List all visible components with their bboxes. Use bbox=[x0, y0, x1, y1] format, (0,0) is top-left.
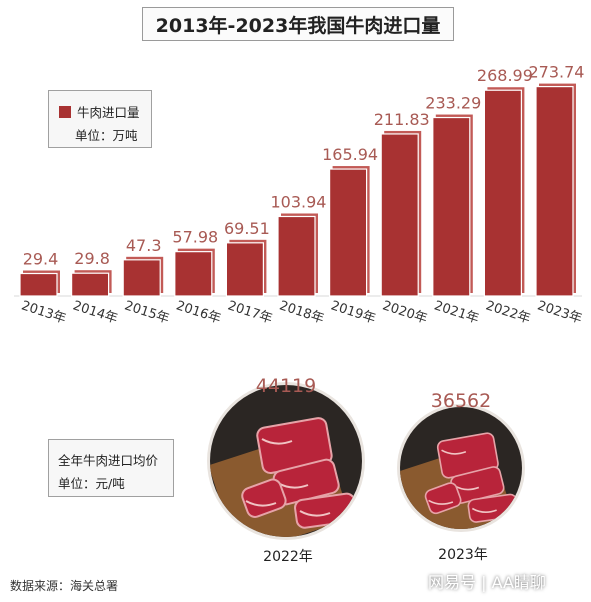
bar bbox=[329, 168, 368, 297]
bar bbox=[483, 89, 522, 297]
marbling bbox=[441, 449, 467, 455]
price-unit: 单位：元/吨 bbox=[58, 476, 125, 491]
price-photo bbox=[207, 382, 365, 540]
bar-value-label: 211.83 bbox=[374, 110, 430, 129]
marbling bbox=[471, 507, 497, 513]
price-photo bbox=[397, 404, 525, 532]
bar bbox=[225, 242, 264, 297]
price-title: 全年牛肉进口均价 bbox=[58, 453, 159, 468]
chart-title: 2013年-2023年我国牛肉进口量 bbox=[142, 7, 454, 41]
bar-value-label: 165.94 bbox=[322, 145, 378, 164]
bar bbox=[19, 272, 58, 297]
bar bbox=[380, 133, 419, 297]
data-source: 数据来源：海关总署 bbox=[10, 579, 119, 593]
bar-value-label: 57.98 bbox=[172, 228, 218, 247]
bar bbox=[174, 251, 213, 297]
bar bbox=[122, 259, 161, 297]
bar bbox=[535, 85, 574, 297]
bar-value-label: 233.29 bbox=[425, 94, 481, 113]
legend-series-label: 牛肉进口量 bbox=[77, 105, 140, 120]
legend: 牛肉进口量 单位：万吨 bbox=[48, 90, 152, 148]
bar bbox=[277, 215, 316, 297]
meat-piece bbox=[241, 478, 287, 518]
marbling bbox=[428, 499, 454, 505]
price-value: 36562 bbox=[431, 390, 491, 412]
marbling bbox=[299, 510, 331, 517]
bar-value-label: 103.94 bbox=[271, 192, 327, 211]
marbling bbox=[245, 500, 277, 507]
bar-value-label: 29.4 bbox=[23, 250, 59, 269]
price-year: 2023年 bbox=[438, 547, 488, 563]
bar-value-label: 69.51 bbox=[224, 219, 270, 238]
marbling bbox=[261, 438, 293, 445]
bar-value-label: 268.99 bbox=[477, 66, 533, 85]
bar-chart: 29.42013年29.82014年47.32015年57.982016年69.… bbox=[14, 63, 585, 327]
watermark: 网易号 | AA睛聊 bbox=[428, 573, 546, 592]
bar-value-label: 273.74 bbox=[529, 63, 585, 82]
legend-swatch bbox=[59, 105, 71, 118]
meat-piece bbox=[424, 482, 462, 515]
bar-value-label: 47.3 bbox=[126, 236, 162, 255]
legend-unit: 单位：万吨 bbox=[75, 128, 138, 143]
price-value: 44119 bbox=[256, 375, 316, 397]
price-legend: 全年牛肉进口均价 单位：元/吨 bbox=[48, 439, 174, 497]
bar bbox=[70, 272, 110, 297]
legend-item: 牛肉进口量 bbox=[59, 102, 140, 121]
bar bbox=[432, 116, 471, 297]
price-year: 2022年 bbox=[263, 549, 313, 565]
bar-value-label: 29.8 bbox=[74, 249, 110, 268]
